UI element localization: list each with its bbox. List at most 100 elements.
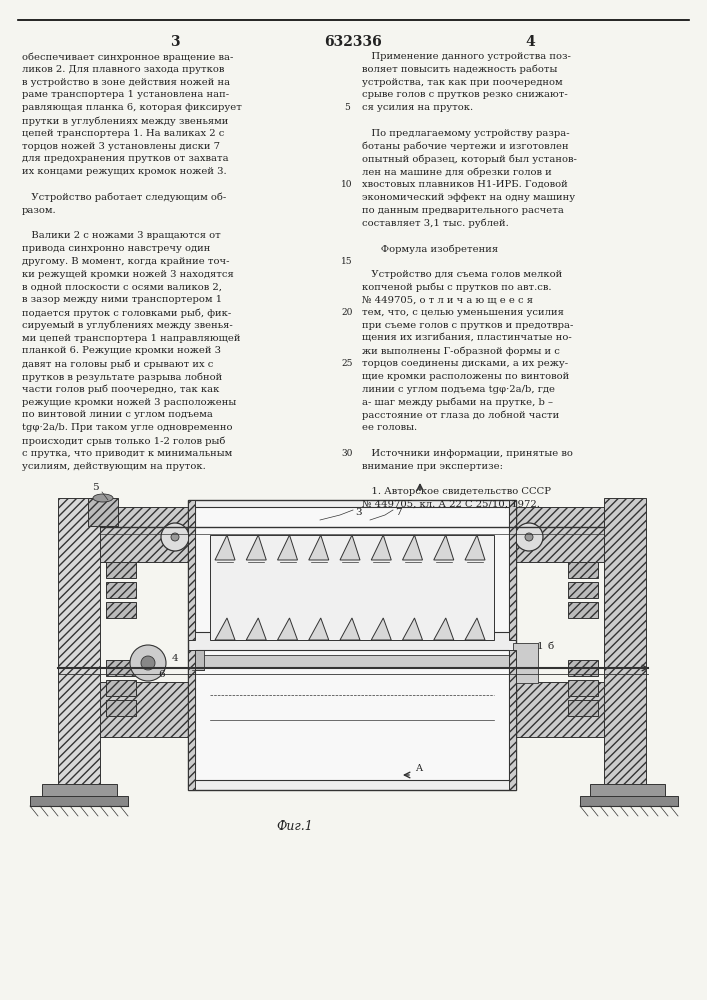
Text: № 449705, кл. А 22 С 25/10, 1972.: № 449705, кл. А 22 С 25/10, 1972. (362, 500, 540, 509)
Bar (188, 500, 195, 640)
Bar (568, 562, 598, 578)
Text: прутки в углублениях между звеньями: прутки в углублениях между звеньями (22, 116, 228, 125)
Text: опытный образец, который был установ-: опытный образец, который был установ- (362, 154, 577, 164)
Text: Устройство работает следующим об-: Устройство работает следующим об- (22, 193, 226, 202)
Text: воляет повысить надежность работы: воляет повысить надежность работы (362, 65, 557, 74)
Text: усилиям, действующим на пруток.: усилиям, действующим на пруток. (22, 462, 206, 471)
Polygon shape (434, 535, 454, 560)
Text: ликов 2. Для плавного захода прутков: ликов 2. Для плавного захода прутков (22, 65, 224, 74)
Polygon shape (371, 535, 391, 560)
Text: режущие кромки ножей 3 расположены: режущие кромки ножей 3 расположены (22, 398, 236, 407)
Text: Формула изобретения: Формула изобретения (362, 244, 498, 253)
Text: ботаны рабочие чертежи и изготовлен: ботаны рабочие чертежи и изготовлен (362, 142, 568, 151)
Bar (100, 682, 188, 737)
Ellipse shape (161, 523, 189, 551)
Ellipse shape (93, 494, 113, 502)
Text: 3: 3 (170, 35, 180, 49)
Text: ся усилия на пруток.: ся усилия на пруток. (362, 103, 473, 112)
Polygon shape (402, 535, 423, 560)
Polygon shape (465, 535, 485, 560)
Text: экономический эффект на одну машину: экономический эффект на одну машину (362, 193, 575, 202)
Text: давят на головы рыб и срывают их с: давят на головы рыб и срывают их с (22, 359, 214, 369)
Text: сируемый в углублениях между звенья-: сируемый в углублениях между звенья- (22, 321, 233, 330)
Text: привода синхронно навстречу один: привода синхронно навстречу один (22, 244, 211, 253)
Text: прутков в результате разрыва лобной: прутков в результате разрыва лобной (22, 372, 222, 381)
Polygon shape (309, 618, 329, 640)
Bar (88, 498, 118, 526)
Bar (604, 498, 646, 786)
Bar (568, 680, 598, 696)
Circle shape (130, 645, 166, 681)
Bar (590, 784, 665, 798)
Text: копченой рыбы с прутков по авт.св.: копченой рыбы с прутков по авт.св. (362, 282, 551, 292)
Text: при съеме голов с прутков и предотвра-: при съеме голов с прутков и предотвра- (362, 321, 573, 330)
Text: A: A (415, 764, 422, 773)
Text: ее головы.: ее головы. (362, 423, 417, 432)
Text: 15: 15 (341, 257, 353, 266)
Text: щения их изгибания, пластинчатые но-: щения их изгибания, пластинчатые но- (362, 334, 572, 343)
Text: Источники информации, принятые во: Источники информации, принятые во (362, 449, 573, 458)
Bar (195, 655, 509, 667)
Text: 1: 1 (537, 642, 544, 651)
Text: части голов рыб поочередно, так как: части голов рыб поочередно, так как (22, 385, 219, 394)
Bar (580, 796, 678, 806)
Bar (106, 602, 136, 618)
Text: ки режущей кромки ножей 3 находятся: ки режущей кромки ножей 3 находятся (22, 270, 234, 279)
Text: в зазор между ними транспортером 1: в зазор между ними транспортером 1 (22, 295, 222, 304)
Text: для предохранения прутков от захвата: для предохранения прутков от захвата (22, 154, 228, 163)
Ellipse shape (171, 533, 179, 541)
Text: лен на машине для обрезки голов и: лен на машине для обрезки голов и (362, 167, 551, 177)
Text: Устройство для съема голов мелкой: Устройство для съема голов мелкой (362, 270, 562, 279)
Bar (106, 700, 136, 716)
Text: устройства, так как при поочередном: устройства, так как при поочередном (362, 78, 563, 87)
Text: по данным предварительного расчета: по данным предварительного расчета (362, 206, 564, 215)
Text: 6: 6 (158, 670, 165, 679)
Text: 4: 4 (525, 35, 535, 49)
Bar (188, 500, 516, 790)
Text: 10: 10 (341, 180, 353, 189)
Bar (210, 535, 494, 640)
Polygon shape (402, 618, 423, 640)
Bar (568, 582, 598, 598)
Text: 1. Авторское свидетельство СССР: 1. Авторское свидетельство СССР (362, 487, 551, 496)
Bar (568, 602, 598, 618)
Text: цепей транспортера 1. На валиках 2 с: цепей транспортера 1. На валиках 2 с (22, 129, 224, 138)
Bar (568, 700, 598, 716)
Text: раме транспортера 1 установлена нап-: раме транспортера 1 установлена нап- (22, 90, 229, 99)
Text: № 449705, о т л и ч а ю щ е е с я: № 449705, о т л и ч а ю щ е е с я (362, 295, 533, 304)
Polygon shape (278, 535, 298, 560)
Text: равляющая планка 6, которая фиксирует: равляющая планка 6, которая фиксирует (22, 103, 242, 112)
Bar (106, 660, 136, 676)
Bar (106, 562, 136, 578)
Polygon shape (215, 618, 235, 640)
Text: торцов соединены дисками, а их режу-: торцов соединены дисками, а их режу- (362, 359, 568, 368)
Bar (195, 650, 509, 780)
Bar (509, 500, 516, 640)
Text: планкой 6. Режущие кромки ножей 3: планкой 6. Режущие кромки ножей 3 (22, 346, 221, 355)
Text: Применение данного устройства поз-: Применение данного устройства поз- (362, 52, 571, 61)
Text: По предлагаемому устройству разра-: По предлагаемому устройству разра- (362, 129, 570, 138)
Ellipse shape (525, 533, 533, 541)
Text: происходит срыв только 1-2 голов рыб: происходит срыв только 1-2 голов рыб (22, 436, 226, 446)
Polygon shape (434, 618, 454, 640)
Text: расстояние от глаза до лобной части: расстояние от глаза до лобной части (362, 410, 559, 420)
Text: торцов ножей 3 установлены диски 7: торцов ножей 3 установлены диски 7 (22, 142, 220, 151)
Ellipse shape (515, 523, 543, 551)
Polygon shape (246, 535, 267, 560)
Text: жи выполнены Г-образной формы и с: жи выполнены Г-образной формы и с (362, 346, 560, 356)
Text: Фиг.1: Фиг.1 (276, 820, 313, 833)
Text: другому. В момент, когда крайние точ-: другому. В момент, когда крайние точ- (22, 257, 230, 266)
Polygon shape (340, 618, 360, 640)
Text: ми цепей транспортера 1 направляющей: ми цепей транспортера 1 направляющей (22, 334, 240, 343)
Text: 5: 5 (92, 483, 98, 492)
Text: линии с углом подъема tgφ·2a/b, где: линии с углом подъема tgφ·2a/b, где (362, 385, 555, 394)
Bar (568, 660, 598, 676)
Text: по винтовой линии с углом подъема: по винтовой линии с углом подъема (22, 410, 213, 419)
Bar (188, 650, 195, 790)
Bar (516, 507, 604, 562)
Text: разом.: разом. (22, 206, 57, 215)
Text: Валики 2 с ножами 3 вращаются от: Валики 2 с ножами 3 вращаются от (22, 231, 221, 240)
Polygon shape (246, 618, 267, 640)
Polygon shape (340, 535, 360, 560)
Polygon shape (465, 618, 485, 640)
